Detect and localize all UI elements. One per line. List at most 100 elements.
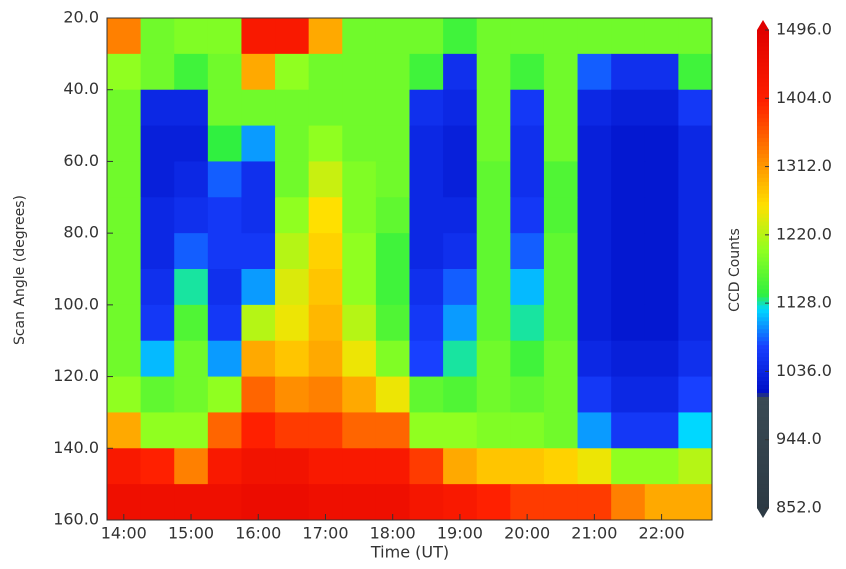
heatmap-cell bbox=[476, 161, 511, 198]
colorbar-segment bbox=[757, 316, 769, 322]
colorbar-segment bbox=[757, 280, 769, 286]
heatmap-cell bbox=[644, 269, 679, 306]
heatmap-cell bbox=[543, 233, 579, 270]
colorbar-segment bbox=[757, 368, 769, 374]
colorbar-tick-label: 1036.0 bbox=[776, 361, 832, 380]
heatmap-cell bbox=[644, 53, 679, 91]
heatmap-cell bbox=[207, 233, 242, 270]
colorbar-segment bbox=[757, 241, 769, 246]
heatmap-cell bbox=[241, 53, 276, 91]
heatmap-cell bbox=[140, 18, 175, 55]
colorbar-segment bbox=[757, 117, 769, 123]
heatmap-cell bbox=[207, 161, 242, 198]
heatmap-cell bbox=[510, 18, 545, 55]
heatmap-cell bbox=[409, 53, 444, 91]
colorbar-segment bbox=[757, 360, 769, 366]
colorbar-segment bbox=[757, 77, 769, 83]
colorbar-segment bbox=[757, 272, 769, 278]
heatmap-cell bbox=[342, 412, 377, 449]
heatmap-cell bbox=[275, 197, 310, 234]
colorbar-segment bbox=[757, 145, 769, 150]
heatmap-cell bbox=[443, 197, 478, 234]
colorbar-segment bbox=[757, 340, 769, 346]
heatmap-cell bbox=[207, 340, 242, 378]
colorbar-segment bbox=[757, 420, 769, 425]
heatmap-cell bbox=[140, 161, 175, 198]
colorbar-segment bbox=[757, 400, 769, 405]
heatmap-cell bbox=[275, 161, 310, 198]
heatmap-cell bbox=[409, 484, 444, 521]
heatmap-cell bbox=[678, 448, 713, 485]
heatmap-cell bbox=[476, 53, 511, 91]
heatmap-cell bbox=[241, 161, 276, 198]
x-tick-label: 17:00 bbox=[302, 524, 348, 543]
heatmap-cell bbox=[375, 233, 410, 270]
colorbar-segment bbox=[757, 85, 769, 91]
colorbar-segment bbox=[757, 201, 769, 206]
heatmap-cell bbox=[443, 161, 478, 198]
heatmap-cell bbox=[308, 161, 343, 198]
heatmap-cell bbox=[174, 269, 209, 306]
heatmap-cell bbox=[611, 269, 646, 306]
heatmap-cell bbox=[644, 304, 679, 342]
heatmap-cell bbox=[577, 304, 612, 342]
heatmap-cell bbox=[644, 233, 679, 270]
heatmap-cell bbox=[409, 125, 444, 162]
heatmap-cell bbox=[241, 304, 276, 342]
heatmap-cell bbox=[174, 448, 209, 485]
colorbar-segment bbox=[757, 229, 769, 234]
colorbar-segment bbox=[757, 237, 769, 242]
colorbar-extend-bottom bbox=[757, 508, 769, 518]
heatmap-cell bbox=[678, 197, 713, 234]
heatmap-cell bbox=[510, 161, 545, 198]
heatmap-cell bbox=[241, 412, 276, 449]
heatmap-cell bbox=[107, 233, 142, 270]
colorbar-segment bbox=[757, 384, 769, 389]
heatmap-cell bbox=[476, 197, 511, 234]
heatmap-cell bbox=[644, 412, 679, 449]
heatmap-cell bbox=[207, 304, 242, 342]
heatmap-cell bbox=[577, 233, 612, 270]
heatmap-cell bbox=[409, 161, 444, 198]
heatmap-cell bbox=[443, 269, 478, 306]
colorbar-segment bbox=[757, 324, 769, 330]
heatmap-cell bbox=[342, 484, 377, 521]
heatmap-cell bbox=[308, 376, 343, 413]
heatmap-cell bbox=[342, 18, 377, 55]
colorbar-label: CCD Counts bbox=[727, 228, 743, 312]
heatmap-cell bbox=[577, 18, 612, 55]
heatmap-cell bbox=[275, 304, 310, 342]
heatmap-cell bbox=[510, 448, 545, 485]
x-tick-label: 21:00 bbox=[571, 524, 617, 543]
heatmap-cell bbox=[275, 53, 310, 91]
colorbar-segment bbox=[757, 320, 769, 326]
colorbar-segment bbox=[757, 53, 769, 59]
heatmap-cell bbox=[510, 89, 545, 127]
heatmap-cell bbox=[174, 376, 209, 413]
heatmap-cell bbox=[476, 484, 511, 521]
heatmap-cell bbox=[443, 304, 478, 342]
heatmap-cell bbox=[644, 161, 679, 198]
colorbar-segment bbox=[757, 344, 769, 350]
heatmap-cell bbox=[678, 18, 713, 55]
heatmap-cell bbox=[476, 125, 511, 162]
heatmap-cell bbox=[543, 161, 579, 198]
heatmap-cell bbox=[678, 161, 713, 198]
heatmap-cell bbox=[140, 412, 175, 449]
colorbar-segment bbox=[757, 225, 769, 230]
heatmap-cell bbox=[409, 412, 444, 449]
heatmap-cell bbox=[611, 197, 646, 234]
colorbar-segment bbox=[757, 308, 769, 314]
heatmap-cell bbox=[375, 89, 410, 127]
colorbar-segment bbox=[757, 89, 769, 95]
colorbar-segment bbox=[757, 181, 769, 186]
heatmap-cell bbox=[510, 376, 545, 413]
colorbar-tick-label: 1220.0 bbox=[776, 224, 832, 243]
colorbar-segment bbox=[757, 476, 769, 481]
colorbar-segment bbox=[757, 336, 769, 342]
heatmap-cell bbox=[577, 125, 612, 162]
colorbar-segment bbox=[757, 468, 769, 473]
heatmap-cell bbox=[644, 376, 679, 413]
heatmap-cell bbox=[476, 448, 511, 485]
heatmap-cell bbox=[443, 53, 478, 91]
